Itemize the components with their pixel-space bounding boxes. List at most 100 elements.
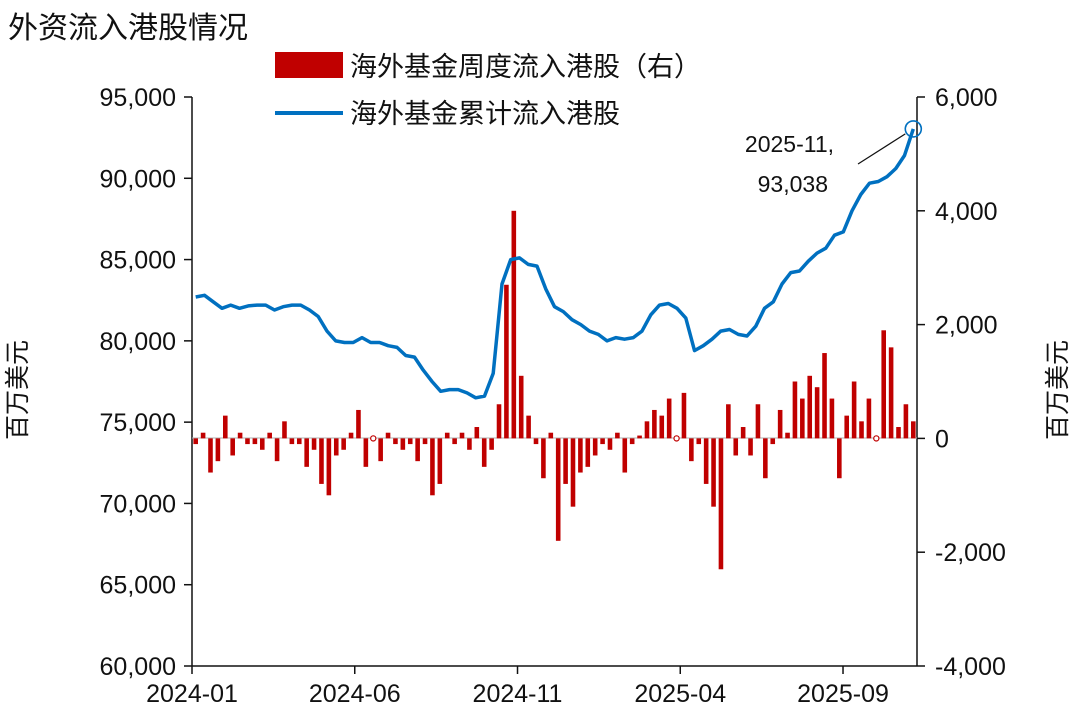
weekly-bar [533,438,539,445]
weekly-bar [252,438,258,445]
weekly-bar [881,330,887,439]
weekly-bar [319,438,324,484]
x-tick-label: 2025-09 [797,680,889,708]
weekly-bar [259,438,265,450]
weekly-bar [518,375,524,439]
weekly-bar [903,404,909,439]
weekly-bar [888,347,894,439]
weekly-bar [666,398,672,439]
weekly-bar [474,427,480,439]
weekly-bar [215,438,221,462]
left-tick-label: 85,000 [100,247,176,275]
weekly-bar [481,438,487,467]
weekly-bar [563,438,568,484]
weekly-bar [555,438,561,541]
weekly-bar [711,438,716,507]
right-tick-label: 4,000 [935,198,998,226]
weekly-bar [777,409,783,439]
weekly-bar [644,421,650,439]
weekly-bar [548,432,554,439]
weekly-bar [378,438,383,462]
weekly-bar [859,421,864,439]
right-axis-label: 百万美元 [1043,340,1072,440]
cumulative-line [195,128,915,400]
right-tick-label: -4,000 [935,653,1006,681]
weekly-bar [696,438,702,445]
weekly-bar [681,392,687,439]
weekly-bar [703,438,709,484]
left-tick-label: 70,000 [100,490,176,518]
weekly-bar [526,415,531,439]
weekly-bar [348,432,354,439]
weekly-bar [415,438,420,462]
weekly-bar [230,438,235,456]
weekly-bar [341,438,346,450]
weekly-bar [652,409,657,439]
weekly-bar [385,432,391,439]
weekly-bar [496,404,502,439]
weekly-bar [792,381,798,439]
left-tick-label: 80,000 [100,328,176,356]
weekly-bar [607,438,613,450]
weekly-bar [437,438,443,484]
weekly-bar [459,432,465,439]
weekly-bar [726,404,731,439]
weekly-bar [837,438,842,479]
x-tick-label: 2024-11 [473,680,563,708]
weekly-bar [407,438,413,445]
weekly-bar [245,438,250,445]
right-tick-label: 0 [935,425,949,453]
weekly-bar [422,438,428,445]
annotation-leader [857,133,906,165]
left-tick-label: 75,000 [100,409,176,437]
weekly-bar [237,432,243,439]
left-tick-label: 60,000 [100,653,176,681]
weekly-bar [718,438,724,570]
last-point-marker [904,120,923,138]
weekly-bar [326,438,332,496]
weekly-bar [770,438,776,445]
weekly-bar [356,409,361,439]
weekly-bar [755,404,761,439]
weekly-bar [585,438,591,467]
weekly-bar [814,387,820,439]
weekly-bar [578,438,583,473]
legend-line-label: 海外基金累计流入港股 [350,99,620,130]
weekly-bar [444,432,450,439]
weekly-bar [785,432,790,439]
weekly-bar [733,438,739,456]
weekly-bar [200,432,206,439]
annotation-date: 2025-11, [745,131,834,157]
weekly-bar [592,438,598,456]
weekly-bar [629,438,635,445]
weekly-bar [896,427,901,439]
weekly-bar [844,415,850,439]
left-tick-label: 65,000 [100,572,176,600]
x-tick-label: 2024-06 [309,680,401,708]
annotation-value: 93,038 [758,171,828,197]
left-tick-label: 90,000 [100,165,176,193]
weekly-bar [282,421,287,439]
weekly-bar [393,438,398,445]
weekly-bar [333,438,339,456]
right-tick-label: -2,000 [935,539,1006,567]
weekly-bar [763,438,768,479]
weekly-bar [311,438,317,450]
weekly-bar [363,438,369,467]
weekly-bar [911,421,916,439]
weekly-bar [400,438,406,450]
weekly-bar [467,438,472,450]
weekly-bar-zero [873,435,880,442]
weekly-bar [600,438,605,445]
weekly-bar [222,415,228,439]
legend-bar-label: 海外基金周度流入港股（右） [350,52,701,83]
weekly-bar [208,438,213,473]
weekly-bar [637,435,642,439]
weekly-bar [615,432,620,439]
chart-title: 外资流入港股情况 [8,11,248,46]
weekly-bar [800,398,805,439]
weekly-bar [807,375,813,439]
x-tick-label: 2025-04 [634,680,726,708]
weekly-bar [866,398,872,439]
